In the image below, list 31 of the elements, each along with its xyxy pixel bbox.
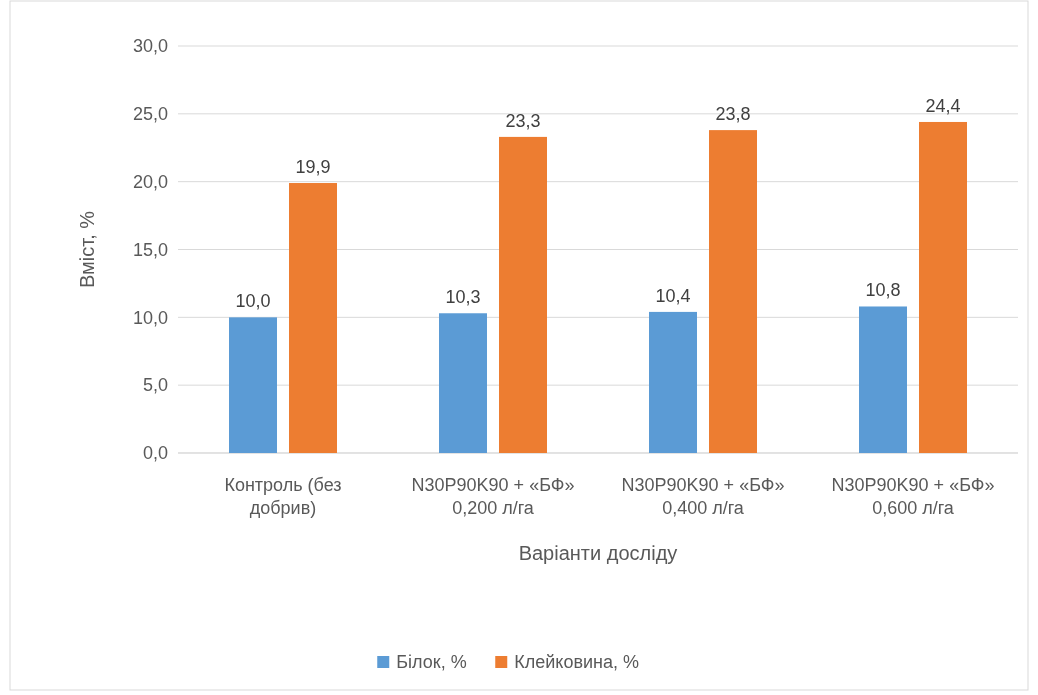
y-tick-label: 25,0 (132, 104, 168, 125)
bar (289, 183, 337, 453)
y-axis-title: Вміст, % (76, 210, 98, 289)
legend-label: Клейковина, % (514, 652, 639, 673)
x-tick-label: Контроль (без добрив) (224, 475, 342, 518)
data-label: 24,4 (925, 95, 961, 116)
y-tick-label: 5,0 (142, 375, 168, 396)
data-label: 10,3 (445, 287, 481, 308)
legend-label: Білок, % (396, 652, 467, 673)
data-label: 23,8 (715, 104, 751, 125)
x-tick-label: N30P90K90 + «БФ» 0,400 л/га (621, 475, 785, 518)
x-axis-title: Варіанти досліду (518, 542, 678, 564)
bar (649, 311, 697, 453)
data-label: 19,9 (295, 157, 331, 178)
bar (709, 130, 757, 453)
x-tick-label: N30P90K90 + «БФ» 0,600 л/га (831, 475, 995, 518)
bar (859, 306, 907, 453)
y-tick-label: 20,0 (132, 171, 168, 192)
data-label: 10,8 (865, 280, 901, 301)
data-label: 23,3 (505, 110, 541, 131)
x-tick-label: N30P90K90 + «БФ» 0,200 л/га (411, 475, 575, 518)
y-tick-label: 10,0 (132, 307, 168, 328)
bar (439, 313, 487, 453)
bar (919, 121, 967, 453)
bar (499, 136, 547, 453)
y-tick-label: 30,0 (132, 36, 168, 57)
data-label: 10,0 (235, 291, 271, 312)
y-tick-label: 0,0 (142, 443, 168, 464)
y-tick-label: 15,0 (132, 239, 168, 260)
data-label: 10,4 (655, 285, 691, 306)
bar (229, 317, 277, 453)
